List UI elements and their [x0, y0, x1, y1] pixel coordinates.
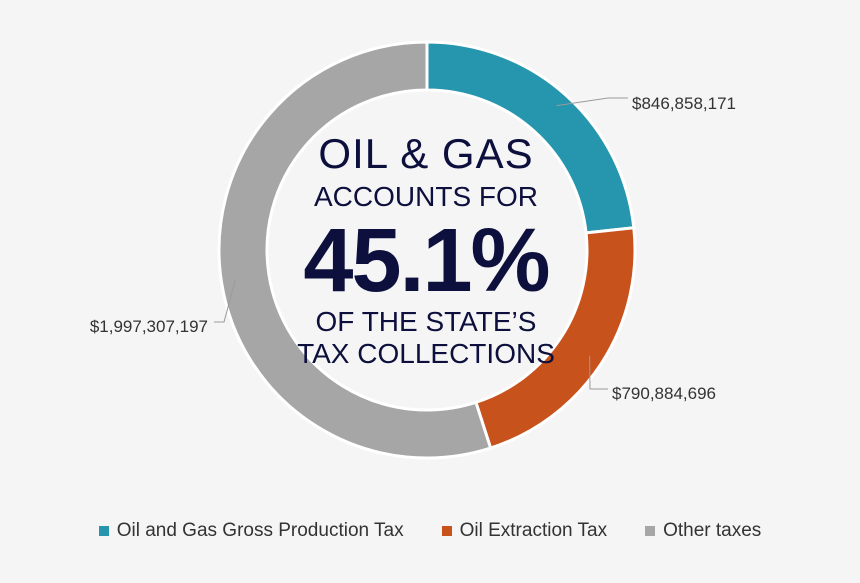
legend-swatch-gross-production	[98, 526, 109, 536]
data-label-gross-production: $846,858,171	[632, 94, 736, 113]
legend-label-other: Other taxes	[663, 520, 762, 541]
center-percent: 45.1%	[303, 211, 550, 311]
data-label-extraction: $790,884,696	[612, 384, 716, 403]
legend-swatch-extraction	[441, 526, 452, 536]
legend-item-extraction: Oil Extraction Tax	[441, 520, 608, 542]
center-line-4: OF THE STATE’S	[315, 306, 537, 337]
center-title: OIL & GAS	[318, 130, 534, 177]
leader-line-extraction	[589, 355, 608, 390]
center-message: OIL & GAS ACCOUNTS FOR 45.1% OF THE STAT…	[276, 130, 576, 370]
leader-line-gross-production	[556, 97, 628, 107]
data-label-other: $1,997,307,197	[90, 317, 208, 336]
legend-swatch-other	[645, 526, 656, 536]
legend-item-other: Other taxes	[645, 520, 761, 542]
legend-label-extraction: Oil Extraction Tax	[459, 520, 608, 541]
legend: Oil and Gas Gross Production Tax Oil Ext…	[0, 520, 860, 542]
center-subtitle: ACCOUNTS FOR	[314, 181, 538, 212]
slice-other	[217, 40, 493, 460]
leader-line-other	[214, 279, 236, 323]
center-line-5: TAX COLLECTIONS	[297, 338, 555, 369]
legend-item-gross-production: Oil and Gas Gross Production Tax	[98, 520, 404, 542]
legend-label-gross-production: Oil and Gas Gross Production Tax	[116, 520, 404, 541]
